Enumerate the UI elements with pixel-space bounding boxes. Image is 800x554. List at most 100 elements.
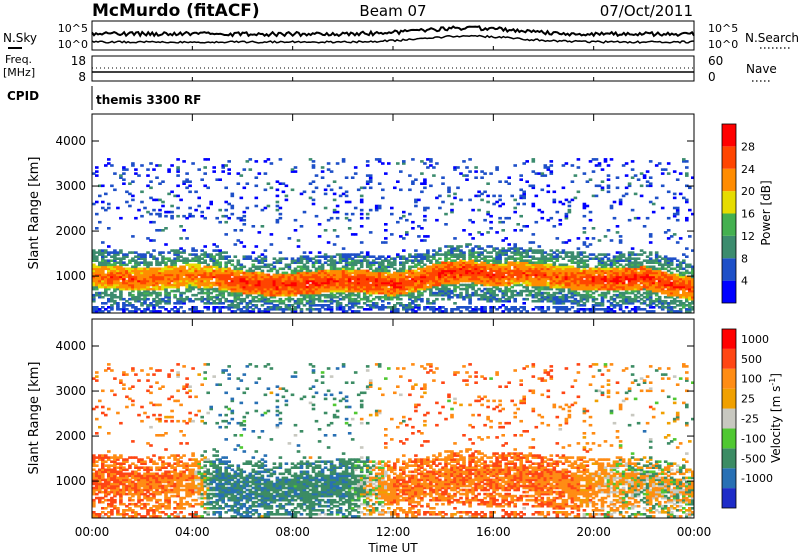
power-cell (329, 306, 334, 309)
power-cell (456, 186, 460, 190)
power-cell (305, 302, 310, 305)
power-cell (251, 291, 256, 295)
power-cell (558, 297, 563, 301)
power-cell (585, 291, 590, 295)
power-cell (438, 281, 442, 285)
power-cell (552, 291, 557, 295)
power-cell (525, 253, 529, 256)
power-cell (176, 214, 180, 218)
power-cell (495, 277, 499, 281)
power-cell (534, 291, 539, 295)
power-cell (453, 166, 457, 169)
power-cell (137, 308, 141, 311)
power-cell (618, 259, 623, 262)
power-cell (350, 302, 355, 305)
power-cell (531, 160, 536, 163)
power-cell (390, 281, 394, 285)
power-cell (603, 308, 608, 311)
power-cell (411, 265, 415, 269)
power-cell (200, 287, 204, 291)
power-cell (239, 263, 244, 267)
power-cell (480, 279, 484, 283)
power-cell (456, 261, 460, 264)
power-cell (269, 267, 274, 271)
power-cell (302, 275, 307, 279)
power-cell (188, 283, 192, 287)
power-cell (648, 287, 653, 291)
power-cell (221, 275, 225, 279)
power-cell (305, 279, 310, 283)
power-cell (624, 271, 629, 275)
power-cell (531, 265, 536, 269)
power-cell (98, 271, 102, 275)
power-cell (411, 227, 415, 230)
power-cell (522, 263, 526, 267)
power-cell (179, 306, 183, 309)
power-cell (630, 279, 635, 283)
power-cell (203, 291, 207, 295)
power-cell (143, 281, 147, 285)
power-cell (507, 308, 511, 311)
power-cell (215, 253, 219, 256)
power-cell (200, 210, 204, 214)
power-cell (320, 299, 325, 303)
power-cell (119, 271, 123, 275)
power-cell (573, 287, 578, 291)
power-cell (128, 182, 132, 185)
power-cell (209, 265, 213, 269)
power-cell (435, 297, 439, 301)
power-cell (492, 273, 496, 277)
power-cell (522, 306, 526, 309)
power-cell (537, 283, 542, 287)
power-cell (311, 297, 316, 301)
power-cell (152, 257, 156, 260)
power-cell (98, 184, 102, 188)
power-cell (140, 277, 144, 281)
power-cell (432, 273, 436, 277)
power-cell (251, 295, 256, 299)
power-cell (660, 273, 665, 277)
power-cell (456, 255, 460, 258)
power-cell (417, 281, 421, 285)
power-cell (104, 281, 108, 285)
power-cell (654, 291, 659, 295)
power-cell (567, 308, 572, 311)
power-cell (393, 261, 397, 264)
power-cell (278, 285, 283, 289)
power-cell (483, 293, 487, 297)
power-cell (675, 212, 680, 216)
power-cell (92, 299, 96, 303)
power-cell (426, 269, 430, 273)
power-cell (486, 281, 490, 285)
power-cell (441, 287, 445, 291)
power-cell (642, 302, 647, 305)
power-cell (516, 293, 520, 297)
power-cell (669, 263, 674, 267)
power-cell (92, 283, 96, 287)
power-cell (672, 206, 677, 210)
power-cell (191, 249, 195, 252)
power-cell (98, 285, 102, 289)
power-cell (438, 277, 442, 281)
power-cell (408, 267, 412, 271)
power-cell (101, 269, 105, 273)
power-cell (501, 304, 505, 307)
power-cell (429, 267, 433, 271)
power-cell (191, 253, 195, 256)
power-cell (212, 310, 216, 313)
power-cell (212, 261, 216, 264)
power-cell (576, 253, 581, 256)
power-cell (299, 267, 304, 271)
power-cell (432, 293, 436, 297)
power-cell (134, 216, 138, 220)
power-cell (441, 293, 445, 297)
power-cell (447, 188, 451, 192)
power-cell (281, 289, 286, 293)
power-cell (576, 275, 581, 279)
power-cell (101, 251, 105, 254)
power-cell (131, 164, 135, 167)
power-cell (390, 265, 394, 269)
power-cell (594, 275, 599, 279)
power-cell (296, 275, 301, 279)
power-cell (651, 261, 656, 264)
